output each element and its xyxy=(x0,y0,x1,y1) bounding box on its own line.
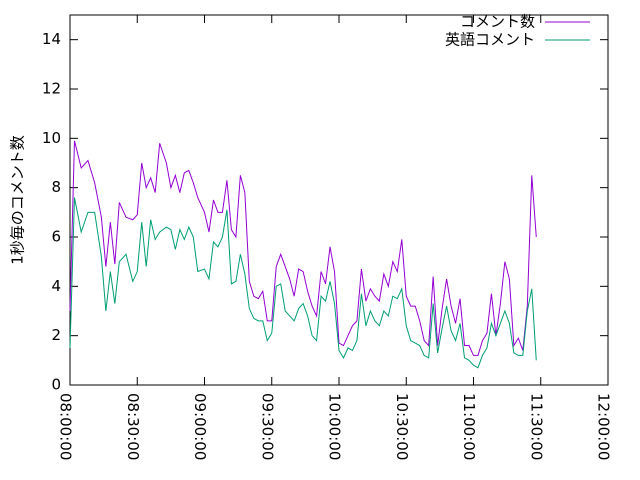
y-tick-label: 10 xyxy=(42,129,61,147)
x-tick-label: 08:00:00 xyxy=(57,393,75,460)
x-tick-label: 11:30:00 xyxy=(527,393,545,460)
plot-frame xyxy=(69,14,609,386)
y-tick-label: 4 xyxy=(51,277,61,295)
legend-label: コメント数 xyxy=(460,13,535,31)
x-tick-label: 10:00:00 xyxy=(326,393,344,460)
y-tick-label: 6 xyxy=(51,228,61,246)
x-tick-label: 11:00:00 xyxy=(460,393,478,460)
y-tick-label: 0 xyxy=(51,376,61,394)
legend-label: 英語コメント xyxy=(445,31,535,49)
x-tick-label: 09:00:00 xyxy=(191,393,209,460)
y-tick-label: 12 xyxy=(42,80,61,98)
y-tick-label: 8 xyxy=(51,178,61,196)
y-tick-label: 14 xyxy=(42,30,61,48)
x-tick-label: 08:30:00 xyxy=(124,393,142,460)
x-tick-label: 10:30:00 xyxy=(393,393,411,460)
x-tick-label: 12:00:00 xyxy=(595,393,613,460)
y-axis-label: 1秒毎のコメント数 xyxy=(9,135,27,265)
series-line xyxy=(69,197,537,369)
x-tick-label: 09:30:00 xyxy=(258,393,276,460)
series-line xyxy=(69,140,537,356)
y-tick-label: 2 xyxy=(51,326,61,344)
